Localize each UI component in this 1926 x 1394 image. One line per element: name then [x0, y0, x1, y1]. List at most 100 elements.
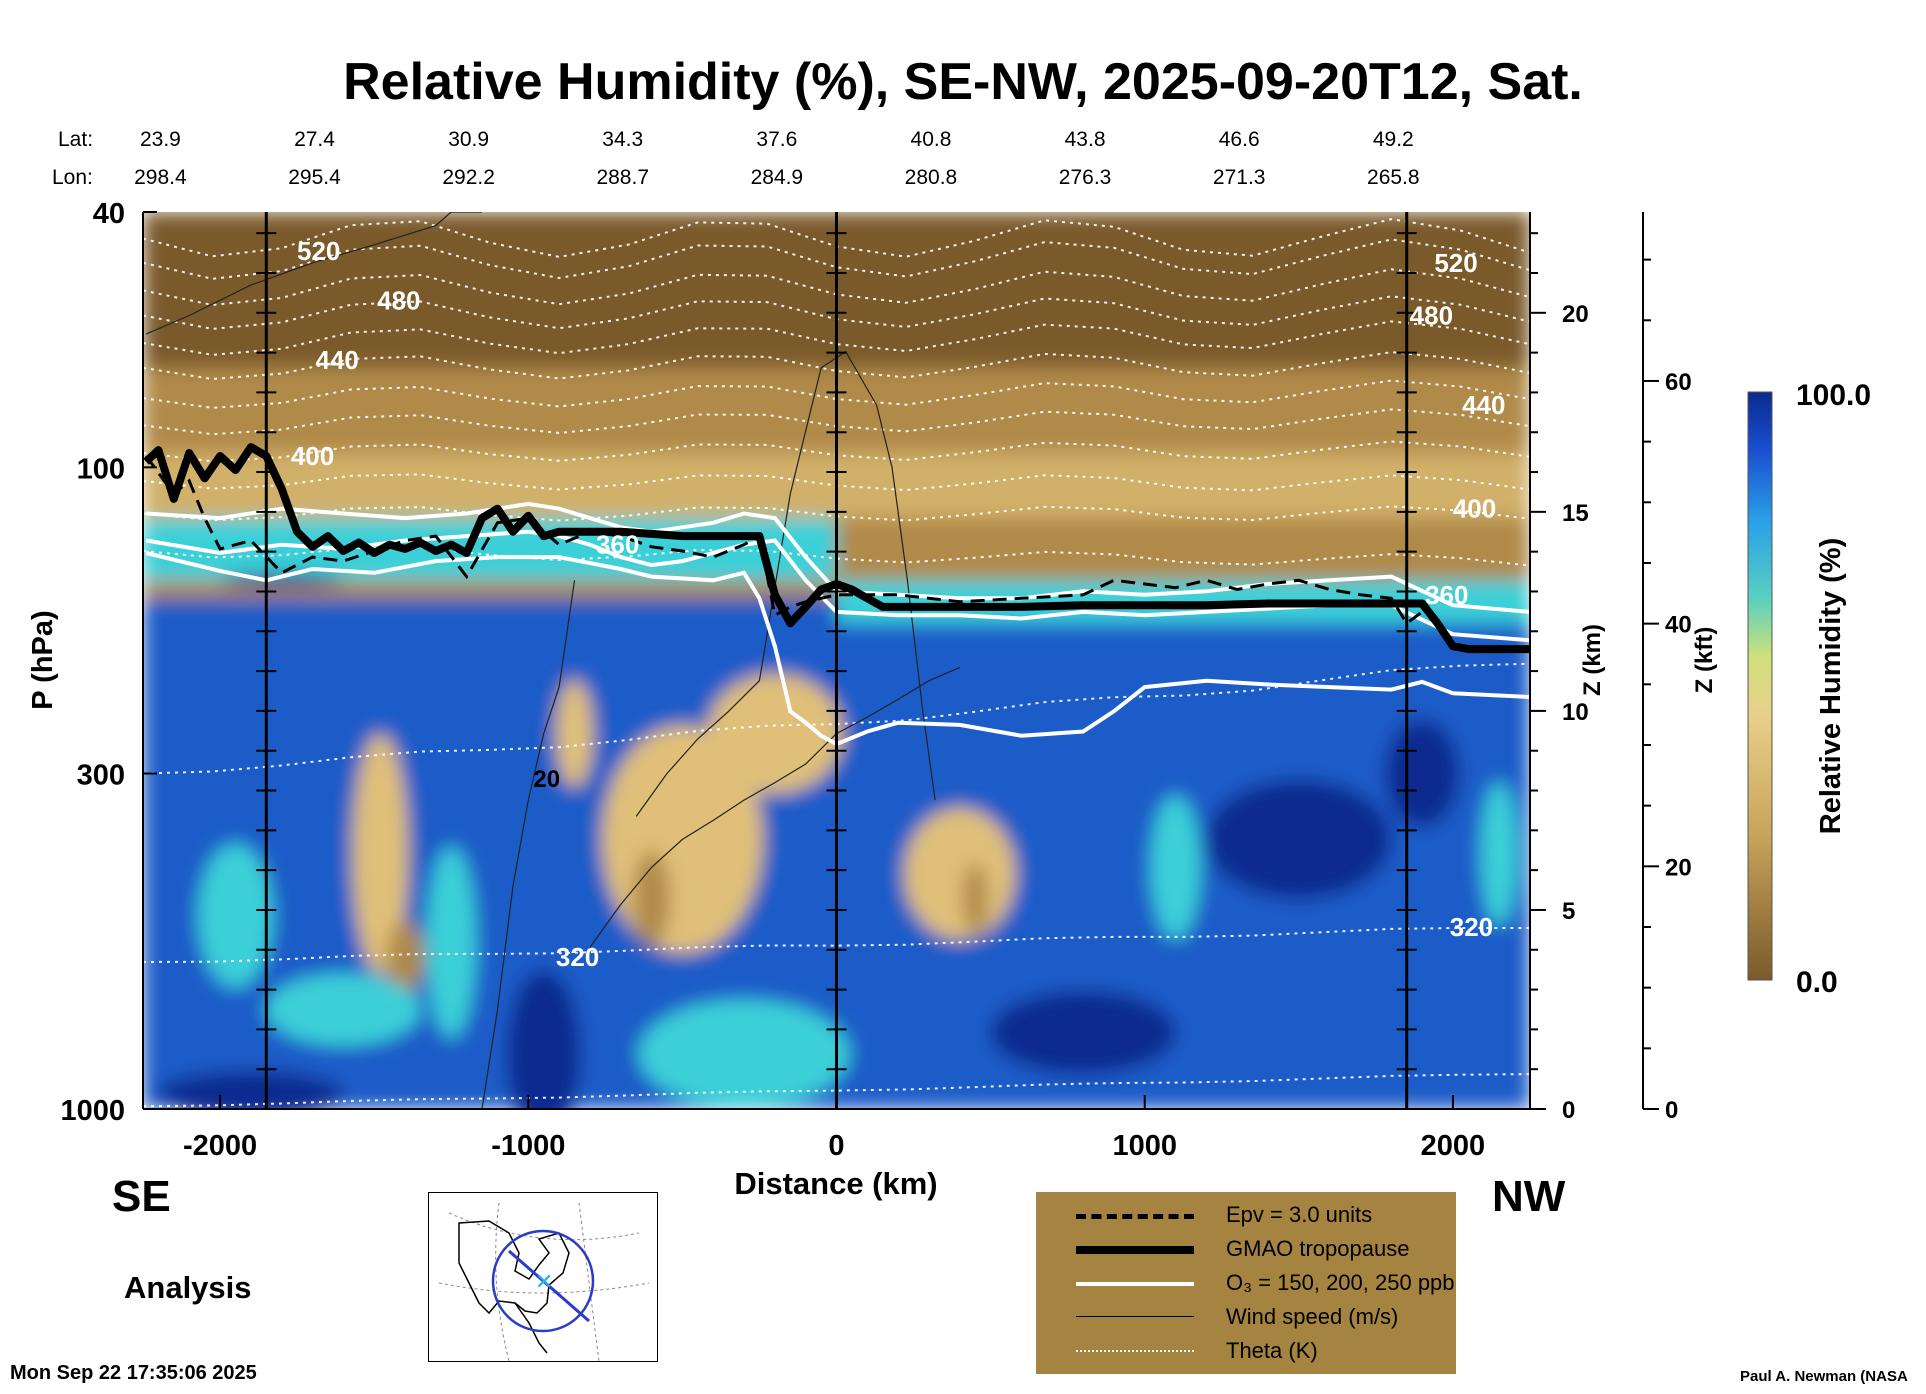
ozone-contour	[145, 501, 1530, 614]
legend-theta-label: Theta (K)	[1226, 1338, 1318, 1363]
analysis-label: Analysis	[124, 1270, 252, 1305]
epv-line	[144, 455, 1423, 626]
header-lat-value: 27.4	[294, 128, 335, 151]
vertical-markers	[256, 212, 1417, 1109]
contour-labels: 520 480 440 400 360 320 520 480 440 400 360 320 20	[291, 236, 1506, 972]
theta-label: 440	[1462, 390, 1505, 420]
zkft-axis-ticks: 0 20 40 60	[1643, 258, 1692, 1124]
humidity-blob	[632, 850, 671, 947]
timestamp: Mon Sep 22 17:35:06 2025	[10, 1362, 257, 1384]
humidity-blob	[903, 807, 1016, 940]
theta-label: 360	[596, 530, 639, 560]
theta-label: 520	[297, 236, 340, 266]
colorbar-min-label: 0.0	[1796, 966, 1838, 999]
colorbar-label: Relative Humidity (%)	[1815, 538, 1847, 835]
ozone-contour	[145, 551, 1530, 747]
legend-epv-label: Epv = 3.0 units	[1226, 1202, 1373, 1227]
theta-label: 480	[1410, 301, 1453, 331]
humidity-blob	[1205, 779, 1392, 900]
header-lon-value: 288.7	[596, 166, 649, 189]
wind-contours	[145, 212, 961, 1109]
theta-contour	[143, 351, 1530, 381]
wind-contour	[589, 666, 961, 948]
theta-label: 440	[315, 345, 358, 375]
x-tick-label: -2000	[183, 1130, 257, 1162]
zkm-tick-label: 20	[1562, 301, 1589, 328]
y-tick-label: 40	[93, 198, 125, 230]
theta-contour	[143, 320, 1530, 356]
theta-contour	[143, 268, 1530, 307]
zkm-tick-label: 0	[1562, 1097, 1575, 1124]
zkm-tick-label: 10	[1562, 699, 1589, 726]
theta-label: 400	[291, 441, 334, 471]
x-tick-label: 1000	[1112, 1130, 1177, 1162]
legend-wind-label: Wind speed (m/s)	[1226, 1304, 1399, 1329]
wind-speed-label: 20	[533, 766, 560, 793]
chart-title: Relative Humidity (%), SE-NW, 2025-09-20…	[343, 53, 1583, 111]
theta-label: 320	[1450, 912, 1493, 942]
zkm-tick-label: 15	[1562, 500, 1589, 527]
legend-theta: Theta (K)	[1036, 1336, 1456, 1366]
header-lon-value: 271.3	[1213, 166, 1266, 189]
latlon-header: Lat: Lon: 23.9 298.4 27.4 295.4 30.9 292.2 34.3 2…	[52, 128, 1420, 189]
wind-contour	[635, 350, 936, 817]
zkft-tick-label: 20	[1665, 854, 1692, 881]
legend-tropopause-label: GMAO tropopause	[1226, 1236, 1410, 1261]
humidity-blob	[506, 969, 581, 1109]
legend-o3: O₃ = 150, 200, 250 ppb	[1036, 1268, 1456, 1298]
zkft-tick-label: 0	[1665, 1097, 1678, 1124]
humidity-blob	[962, 862, 988, 935]
humidity-blob	[157, 1070, 344, 1109]
header-lat-label: Lat:	[58, 128, 93, 151]
credit-label: Paul A. Newman (NASA	[1740, 1368, 1908, 1385]
y-tick-label: 1000	[60, 1095, 125, 1127]
header-lat-value: 40.8	[911, 128, 952, 151]
humidity-blob	[386, 921, 424, 994]
direction-nw-label: NW	[1492, 1172, 1566, 1221]
humidity-blob	[1384, 719, 1460, 828]
x-tick-label: 2000	[1421, 1130, 1486, 1162]
header-lon-value: 295.4	[288, 166, 341, 189]
header-lon-label: Lon:	[52, 166, 93, 189]
tropopause-path	[143, 443, 1530, 654]
theta-label: 360	[1425, 580, 1468, 610]
header-lat-value: 23.9	[140, 128, 181, 151]
wind-contour	[481, 580, 576, 1109]
y-axis-ticks: 1000 300 100 40	[60, 198, 157, 1127]
plot-legend: Epv = 3.0 units GMAO tropopause O₃ = 150…	[1036, 1192, 1456, 1374]
theta-label: 320	[556, 942, 599, 972]
colorbar-max-label: 100.0	[1796, 379, 1871, 412]
y-axis-label: P (hPa)	[27, 610, 59, 709]
zkft-tick-label: 40	[1665, 612, 1692, 639]
humidity-blob	[555, 679, 594, 788]
zkm-tick-label: 5	[1562, 898, 1575, 925]
epv-path	[144, 455, 1423, 626]
wind-contour	[145, 212, 482, 335]
humidity-blob	[352, 733, 409, 974]
header-lat-value: 37.6	[756, 128, 797, 151]
header-lon-value: 292.2	[442, 166, 495, 189]
zkm-axis-label: Z (km)	[1579, 624, 1606, 696]
legend-o3-label: O₃ = 150, 200, 250 ppb	[1226, 1270, 1455, 1295]
header-lat-value: 43.8	[1065, 128, 1106, 151]
direction-se-label: SE	[112, 1172, 171, 1221]
locator-map: ✕	[428, 1192, 658, 1362]
theta-contour	[143, 662, 1530, 775]
header-lon-value: 284.9	[751, 166, 804, 189]
theta-label: 520	[1434, 248, 1477, 278]
svg-text:✕: ✕	[535, 1270, 553, 1295]
header-lat-value: 30.9	[448, 128, 489, 151]
humidity-blob	[265, 973, 421, 1046]
x-tick-label: 0	[828, 1130, 844, 1162]
x-tick-label: -1000	[491, 1130, 565, 1162]
humidity-blob	[198, 843, 273, 988]
zkm-axis-ticks: 0 5 10 15 20	[1530, 232, 1589, 1124]
humidity-blob	[990, 990, 1177, 1075]
theta-label: 400	[1453, 494, 1496, 524]
zkft-tick-label: 60	[1665, 369, 1692, 396]
theta-contour	[143, 379, 1530, 409]
theta-label: 480	[377, 286, 420, 316]
colorbar	[1747, 391, 1773, 981]
x-axis-ticks: -2000 -1000 0 1000 2000	[183, 1095, 1485, 1162]
y-tick-label: 300	[77, 759, 125, 791]
